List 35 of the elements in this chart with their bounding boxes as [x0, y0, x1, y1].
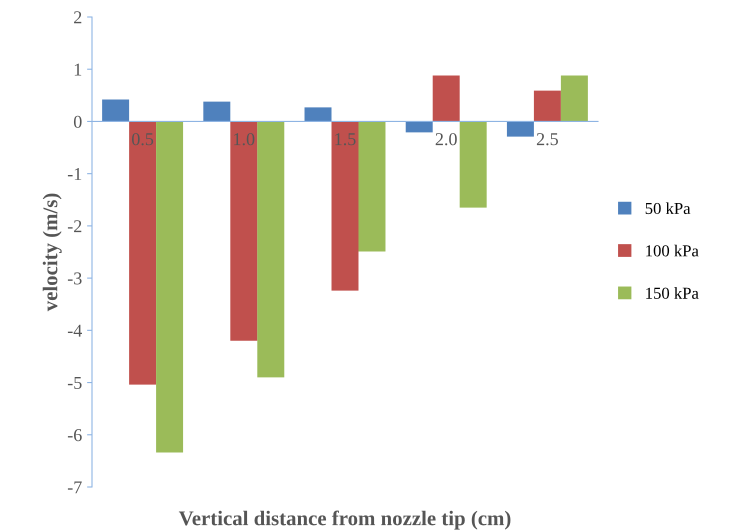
bar	[304, 107, 332, 122]
bar	[257, 121, 284, 378]
legend-label: 50 kPa	[646, 202, 690, 214]
x-tick-label: 1.5	[335, 133, 356, 146]
bar	[534, 90, 561, 122]
y-tick-label: 0	[74, 116, 82, 128]
bar	[102, 100, 130, 122]
y-tick-label: 1	[74, 64, 82, 76]
y-tick-label: -5	[68, 376, 82, 389]
y-tick-label: -4	[68, 324, 82, 337]
x-tick-label: 0.5	[132, 133, 154, 146]
y-tick-label: -6	[68, 429, 82, 442]
x-axis-title: Vertical distance from nozzle tip (cm)	[178, 510, 510, 530]
y-tick-label: -7	[68, 481, 82, 494]
y-tick-label: -2	[68, 220, 82, 232]
y-axis-title: velocity (m/s)	[42, 194, 62, 312]
y-tick-label: 2	[74, 11, 82, 24]
x-tick-label: 1.0	[234, 133, 254, 146]
bar	[332, 121, 358, 291]
bar	[156, 121, 184, 453]
bar	[203, 102, 230, 122]
bar	[230, 121, 258, 341]
legend-label: 100 kPa	[646, 244, 699, 256]
bar	[460, 121, 487, 208]
x-tick-label: 2.5	[536, 133, 558, 146]
bar	[506, 121, 534, 137]
bar	[432, 75, 460, 122]
bar	[129, 121, 156, 385]
bar	[560, 75, 588, 122]
bar	[406, 121, 433, 132]
x-tick-label: 2.0	[436, 133, 457, 146]
bar	[358, 121, 386, 252]
y-tick-label: -3	[68, 272, 82, 285]
legend-label: 150 kPa	[646, 287, 699, 299]
y-tick-label: -1	[68, 168, 82, 180]
